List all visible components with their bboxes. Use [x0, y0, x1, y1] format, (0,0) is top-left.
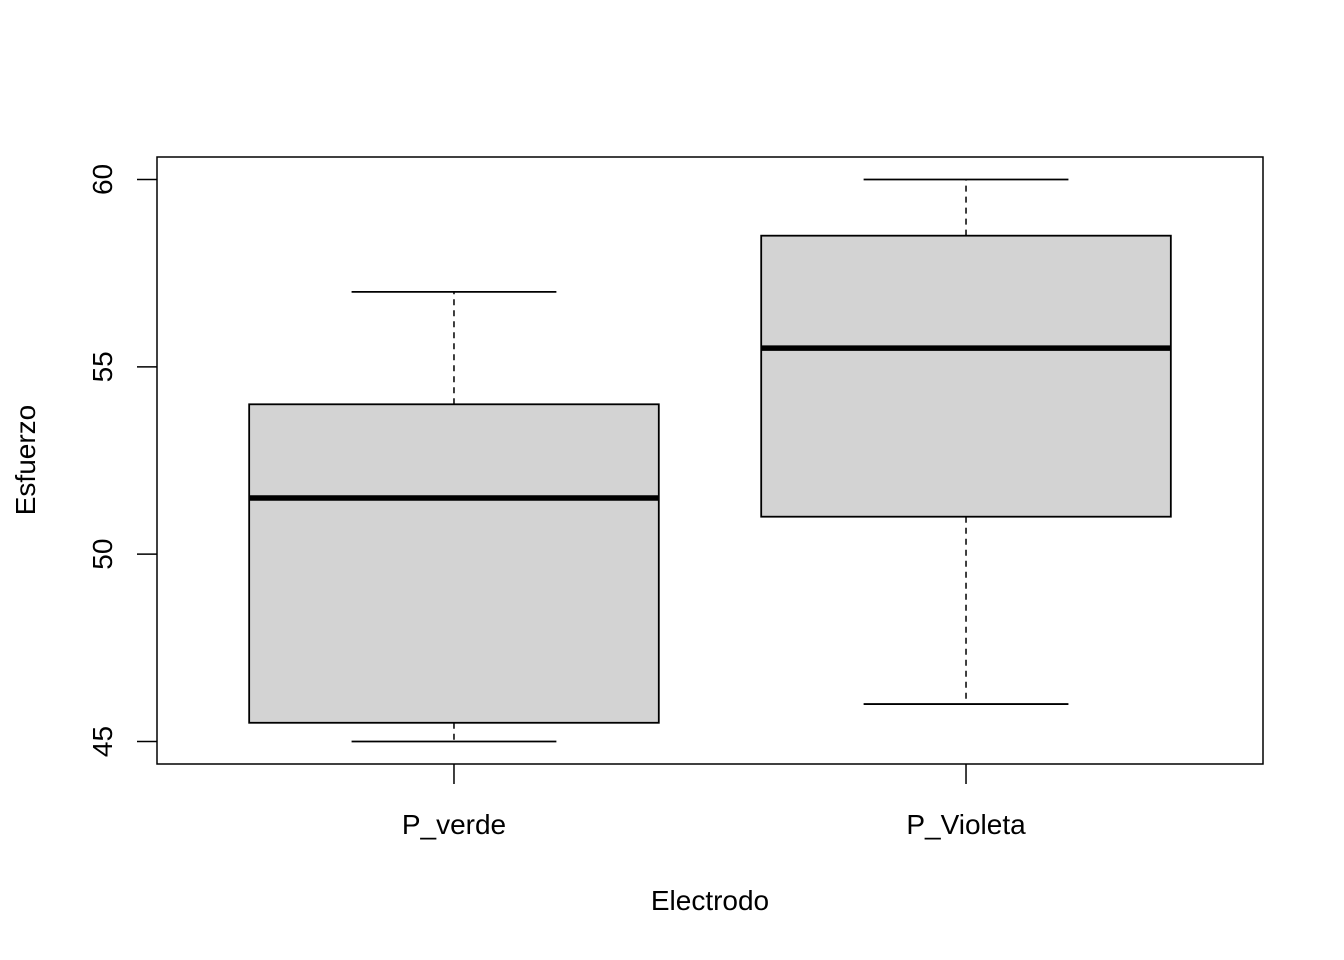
x-tick-label-p-violeta: P_Violeta: [906, 809, 1026, 840]
y-axis: 45 50 55 60: [87, 164, 157, 757]
x-tick-label-p-verde: P_verde: [402, 809, 506, 840]
box-p-violeta: [760, 234, 1172, 518]
y-tick-label-45: 45: [87, 726, 118, 757]
x-axis-title: Electrodo: [651, 885, 769, 916]
y-tick-label-50: 50: [87, 539, 118, 570]
y-tick-label-60: 60: [87, 164, 118, 195]
y-axis-title: Esfuerzo: [10, 405, 41, 516]
plot-frame: [156, 156, 1264, 765]
y-tick-label-55: 55: [87, 351, 118, 382]
box-marks: [248, 178, 1172, 743]
box-p-verde: [248, 403, 660, 724]
x-axis: P_verde P_Violeta: [402, 764, 1026, 840]
